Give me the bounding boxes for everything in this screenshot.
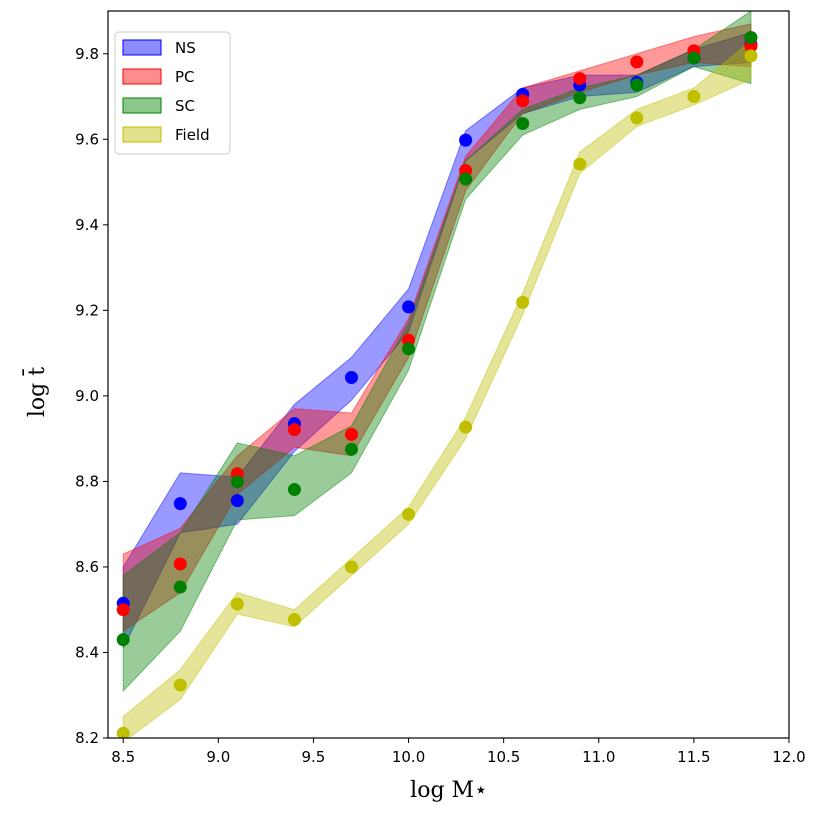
x-axis-ticks: 8.5 9.0 9.5 10.0 10.5 11.0 11.5 12.0: [111, 738, 806, 766]
point-ns: [402, 300, 416, 314]
point-sc: [744, 31, 758, 45]
point-field: [573, 157, 587, 171]
point-pc: [287, 423, 301, 437]
legend-label-sc: SC: [175, 97, 195, 115]
y-tick-label: 8.4: [75, 643, 99, 661]
y-axis-ticks: 8.2 8.4 8.6 8.8 9.0 9.2 9.4 9.6 9.8: [75, 45, 108, 747]
point-field: [402, 507, 416, 521]
point-sc: [173, 580, 187, 594]
point-sc: [287, 483, 301, 497]
point-sc: [402, 342, 416, 356]
point-field: [173, 678, 187, 692]
point-field: [116, 726, 130, 738]
point-ns: [230, 494, 244, 508]
point-field: [687, 90, 701, 104]
legend-box: [114, 31, 231, 155]
y-axis-label: log t̄: [22, 367, 50, 417]
point-sc: [116, 633, 130, 647]
y-tick-label: 9.8: [75, 45, 99, 63]
band-field: [122, 39, 752, 738]
x-tick-label: 11.5: [677, 748, 710, 766]
legend-label-ns: NS: [175, 39, 196, 57]
plot-frame: [107, 10, 790, 739]
legend-label-field: Field: [175, 126, 210, 144]
point-sc: [687, 51, 701, 65]
point-sc: [230, 475, 244, 489]
legend-swatch-pc: [122, 68, 162, 85]
y-tick-label: 8.8: [75, 472, 99, 490]
point-ns: [173, 497, 187, 511]
band-pc: [122, 23, 752, 633]
point-field: [516, 295, 530, 309]
y-tick-label: 9.6: [75, 130, 99, 148]
point-ns: [344, 370, 358, 384]
point-pc: [116, 603, 130, 617]
y-tick-label: 8.2: [75, 729, 99, 747]
point-pc: [630, 55, 644, 69]
point-pc: [573, 72, 587, 86]
point-field: [230, 597, 244, 611]
legend-swatch-field: [122, 126, 162, 143]
point-sc: [573, 91, 587, 105]
y-tick-label: 9.4: [75, 216, 99, 234]
data-points: [116, 31, 758, 738]
point-field: [459, 420, 473, 434]
point-field: [344, 560, 358, 574]
point-sc: [344, 442, 358, 456]
point-field: [630, 111, 644, 125]
legend-swatch-ns: [122, 39, 162, 56]
x-tick-label: 8.5: [111, 748, 135, 766]
point-field: [744, 49, 758, 63]
y-tick-label: 8.6: [75, 558, 99, 576]
point-pc: [344, 427, 358, 441]
confidence-bands: [122, 11, 752, 738]
point-field: [287, 613, 301, 627]
legend-label-pc: PC: [175, 68, 195, 86]
x-tick-label: 10.0: [392, 748, 425, 766]
point-sc: [630, 78, 644, 92]
x-tick-label: 12.0: [772, 748, 805, 766]
x-tick-label: 9.5: [302, 748, 326, 766]
point-pc: [516, 94, 530, 108]
x-axis-label: log M⋆: [410, 778, 488, 803]
point-sc: [516, 116, 530, 130]
band-sc: [122, 11, 752, 693]
x-tick-label: 9.0: [206, 748, 230, 766]
point-sc: [459, 172, 473, 186]
x-tick-label: 11.0: [582, 748, 615, 766]
y-tick-label: 9.0: [75, 387, 99, 405]
point-pc: [173, 557, 187, 571]
legend: NS PC SC Field: [114, 31, 231, 155]
y-tick-label: 9.2: [75, 301, 99, 319]
legend-swatch-sc: [122, 97, 162, 114]
x-tick-label: 10.5: [487, 748, 520, 766]
point-ns: [459, 133, 473, 147]
